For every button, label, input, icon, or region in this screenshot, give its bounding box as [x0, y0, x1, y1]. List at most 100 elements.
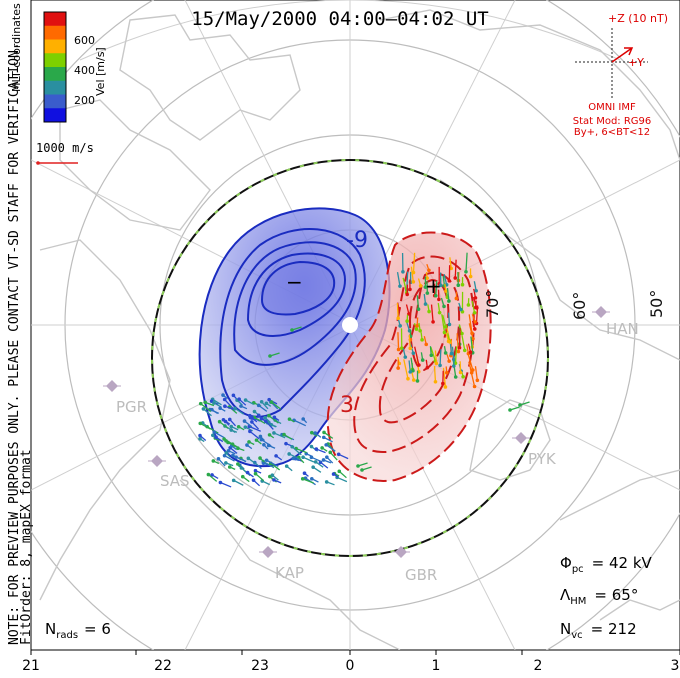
vector-origin [288, 417, 292, 421]
vector-origin [212, 401, 216, 405]
vector-origin [444, 385, 448, 389]
vector-origin [397, 348, 401, 352]
ref-vector-label: 1000 m/s [36, 141, 94, 155]
mlt-tick-label: 23 [251, 658, 269, 674]
colorbar-tick-400: 400 [74, 64, 95, 77]
nvc-subscript: vc [571, 630, 582, 641]
vector-origin [463, 349, 467, 353]
vector-origin [437, 298, 441, 302]
vector-origin [459, 371, 463, 375]
velocity-vector [398, 332, 399, 349]
imf-z-label: +Z (10 nT) [608, 12, 668, 25]
vector-origin [219, 481, 223, 485]
vector-origin [198, 434, 202, 438]
imf-model: Stat Mod: RG96 [573, 116, 652, 127]
vector-origin [508, 408, 512, 412]
vector-origin [518, 403, 522, 407]
vector-origin [438, 364, 442, 368]
vector-origin [453, 276, 457, 280]
vector-origin [268, 433, 272, 437]
vector-origin [459, 308, 463, 312]
vector-origin [325, 455, 329, 459]
velocity-vector [455, 260, 456, 278]
vector-origin [301, 477, 305, 481]
vector-origin [322, 436, 326, 440]
vector-origin [303, 471, 307, 475]
mlt-tick-label: 1 [432, 658, 441, 674]
mlt-tick-label: 2 [534, 658, 543, 674]
station-label-han: HAN [606, 320, 639, 338]
vector-origin [223, 398, 227, 402]
vector-origin [229, 428, 233, 432]
station-label-gbr: GBR [405, 566, 437, 584]
velocity-colorbar [44, 12, 66, 123]
vector-origin [233, 407, 237, 411]
vector-origin [301, 455, 305, 459]
map-title: 15/May/2000 04:00–04:02 UT [191, 8, 488, 30]
vector-origin [301, 417, 305, 421]
vector-origin [265, 402, 269, 406]
vector-origin [243, 419, 247, 423]
vector-origin [271, 473, 275, 477]
vector-origin [255, 438, 259, 442]
vector-origin [427, 268, 431, 272]
vector-origin [263, 416, 267, 420]
vector-origin [438, 311, 442, 315]
vector-origin [315, 447, 319, 451]
vector-origin [403, 355, 407, 359]
vector-origin [310, 445, 314, 449]
vector-origin [244, 398, 248, 402]
phi-symbol: Φ [560, 554, 572, 572]
vector-origin [236, 462, 240, 466]
vector-origin [416, 379, 420, 383]
vector-origin [214, 435, 218, 439]
vector-origin [431, 320, 435, 324]
vector-origin [285, 464, 289, 468]
phi-subscript: pc [572, 564, 584, 575]
vector-origin [228, 465, 232, 469]
vector-origin [264, 419, 268, 423]
station-label-pyk: PYK [528, 450, 557, 468]
vector-origin [424, 302, 428, 306]
vector-origin [224, 461, 228, 465]
vector-origin [322, 458, 326, 462]
imf-source: OMNI IMF [588, 102, 636, 113]
vector-origin [228, 418, 232, 422]
vector-origin [224, 451, 228, 455]
vector-origin [356, 464, 360, 468]
vector-origin [435, 362, 439, 366]
vector-origin [239, 404, 243, 408]
vector-origin [241, 475, 245, 479]
vector-origin [290, 445, 294, 449]
vector-origin [461, 283, 465, 287]
vector-origin [221, 393, 225, 397]
velocity-vector [460, 328, 461, 348]
colorbar-axis-label: Vel [m/s] [94, 47, 107, 96]
vector-origin [332, 472, 336, 476]
nrads-symbol: N [45, 620, 56, 638]
vector-origin [287, 452, 291, 456]
vector-origin [396, 366, 400, 370]
vector-origin [434, 380, 438, 384]
vector-origin [337, 470, 341, 474]
phi-value: = 42 kV [592, 554, 653, 572]
vector-origin [476, 378, 480, 382]
colorbar-segment [44, 81, 66, 95]
vector-origin [207, 473, 211, 477]
vector-origin [259, 435, 263, 439]
velocity-vector [440, 349, 441, 365]
vector-origin [421, 358, 425, 362]
vector-origin [408, 370, 412, 374]
colorbar-tick-600: 600 [74, 34, 95, 47]
vector-origin [258, 456, 262, 460]
vector-origin [445, 371, 449, 375]
vector-origin [417, 307, 421, 311]
vector-origin [250, 416, 254, 420]
vector-origin [237, 425, 241, 429]
vector-origin [237, 397, 241, 401]
nrads-subscript: rads [56, 630, 78, 641]
vector-origin [450, 352, 454, 356]
vector-origin [460, 332, 464, 336]
vector-origin [360, 468, 364, 472]
vector-origin [447, 299, 451, 303]
